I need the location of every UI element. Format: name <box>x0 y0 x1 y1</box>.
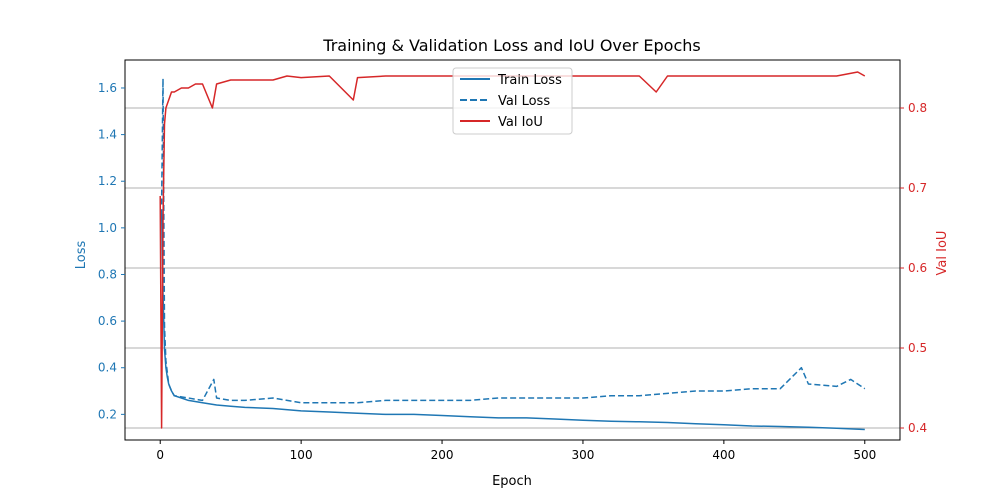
y-left-tick-label: 1.6 <box>98 81 117 95</box>
y-left-tick-label: 0.6 <box>98 314 117 328</box>
ticks-layer: 0 100 200 300 400 500 0.2 0.4 0.6 0.8 1.0 1.2 1.4 1.6… <box>98 81 927 462</box>
x-tick-label: 200 <box>431 448 454 462</box>
x-tick-label: 0 <box>156 448 164 462</box>
grid-layer <box>125 107 900 429</box>
train-loss-line <box>160 209 865 431</box>
axes-frame <box>124 59 901 441</box>
series-layer <box>159 71 866 431</box>
legend-box <box>452 67 573 135</box>
y-left-tick-label: 0.8 <box>98 267 117 281</box>
y-right-tick-label: 0.4 <box>908 421 927 435</box>
legend-label-val-loss: Val Loss <box>498 94 550 109</box>
y-axis-label-left: Loss <box>74 241 89 270</box>
val-loss-line <box>160 77 866 404</box>
y-left-tick-label: 0.2 <box>98 407 117 421</box>
y-right-tick-label: 0.6 <box>908 261 927 275</box>
y-right-tick-label: 0.8 <box>908 101 927 115</box>
y-left-tick-label: 0.4 <box>98 361 117 375</box>
y-left-tick-label: 1.0 <box>98 221 117 235</box>
legend-label-val-iou: Val IoU <box>498 115 543 130</box>
x-tick-label: 400 <box>712 448 735 462</box>
x-tick-label: 300 <box>572 448 595 462</box>
y-left-tick-label: 1.2 <box>98 174 117 188</box>
x-tick-label: 500 <box>853 448 876 462</box>
y-right-tick-label: 0.5 <box>908 341 927 355</box>
val-iou-line <box>159 71 866 429</box>
legend: Train Loss Val Loss Val IoU <box>452 67 573 135</box>
y-right-tick-label: 0.7 <box>908 181 927 195</box>
y-left-tick-label: 1.4 <box>98 128 117 142</box>
chart-title: Training & Validation Loss and IoU Over … <box>322 36 700 55</box>
x-axis-label: Epoch <box>492 474 532 489</box>
x-tick-label: 100 <box>290 448 313 462</box>
legend-label-train-loss: Train Loss <box>497 73 562 88</box>
y-axis-label-right: Val IoU <box>935 231 950 276</box>
